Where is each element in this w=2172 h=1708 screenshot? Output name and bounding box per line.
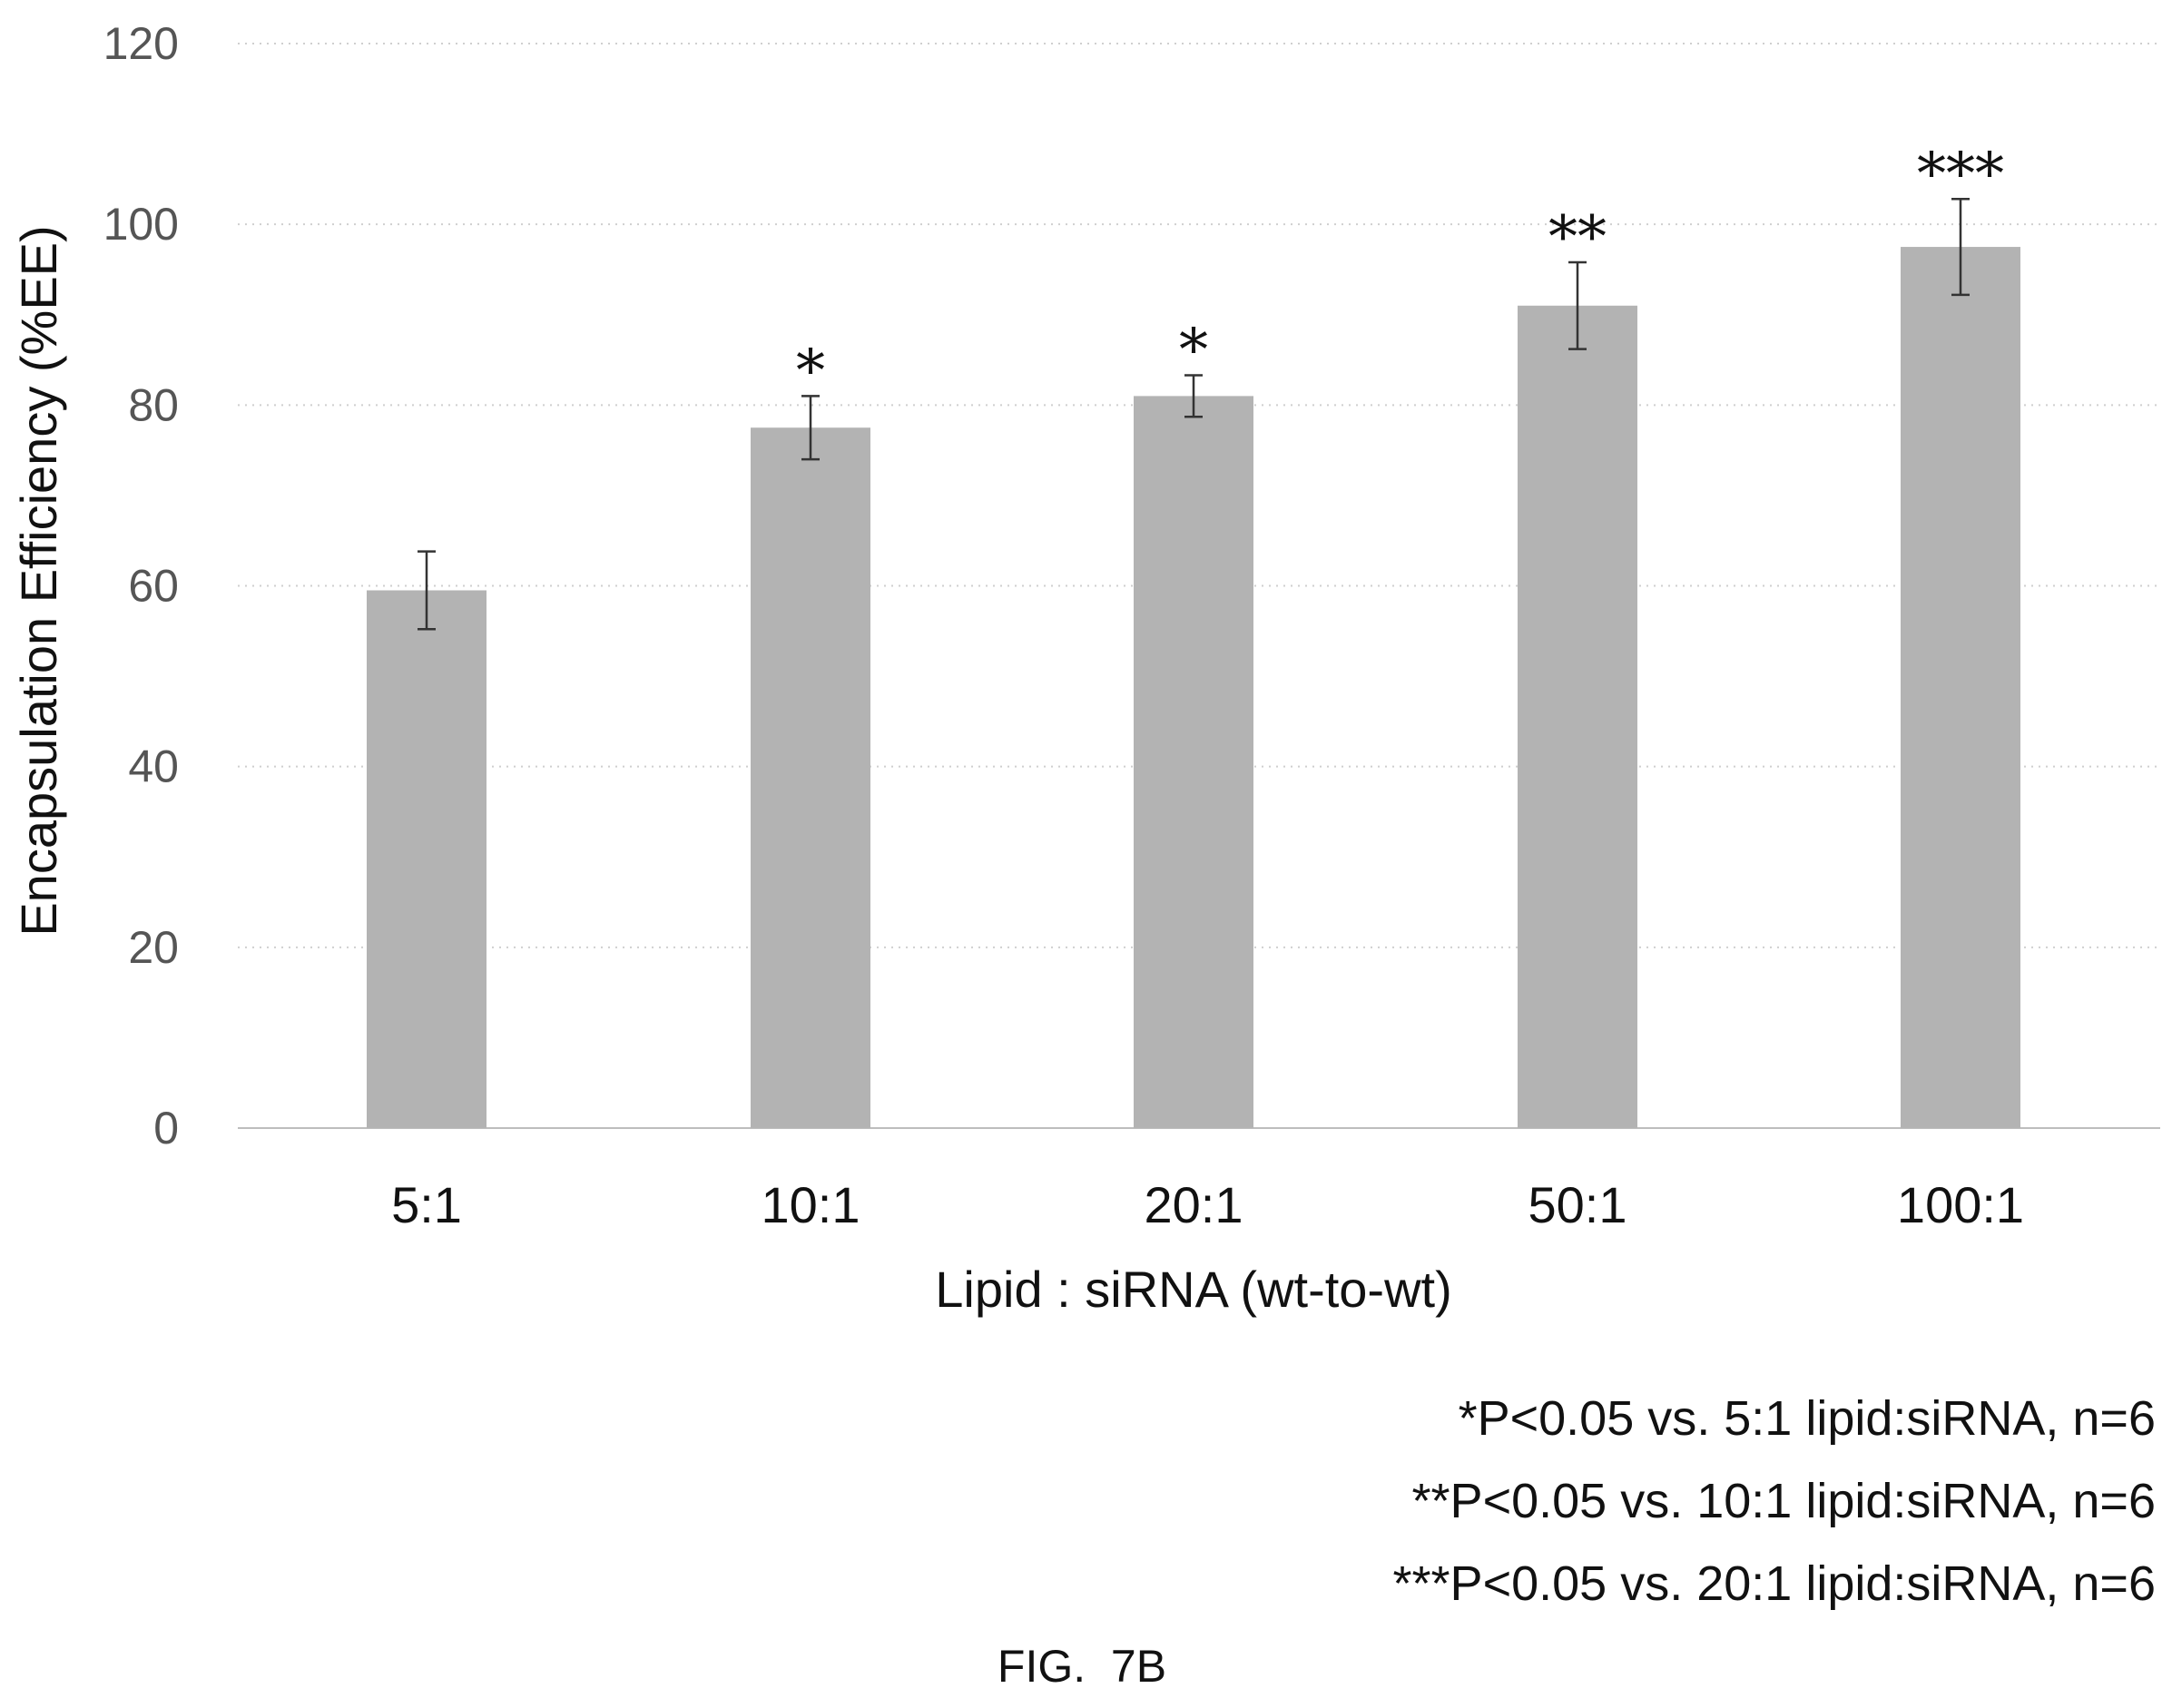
y-tick-label: 120 bbox=[103, 18, 179, 69]
y-tick-label: 20 bbox=[128, 922, 179, 973]
x-axis-category-labels: 5:1 10:1 20:1 50:1 100:1 bbox=[391, 1176, 2024, 1233]
bar bbox=[751, 427, 870, 1129]
error-bar bbox=[801, 395, 820, 461]
footnote-1: *P<0.05 vs. 5:1 lipid:siRNA, n=6 bbox=[1459, 1391, 2156, 1446]
y-tick-label: 80 bbox=[128, 379, 179, 430]
error-bar bbox=[1568, 260, 1587, 350]
significance-marker: *** bbox=[1917, 141, 2004, 208]
x-axis-title: Lipid : siRNA (wt-to-wt) bbox=[935, 1261, 1451, 1318]
error-bar bbox=[1951, 198, 1970, 297]
y-tick-label: 40 bbox=[128, 741, 179, 792]
bars bbox=[367, 247, 2020, 1129]
y-tick-label: 0 bbox=[153, 1103, 179, 1153]
figure-label: FIG. 7B bbox=[998, 1641, 1166, 1692]
x-category-label: 50:1 bbox=[1528, 1176, 1627, 1233]
y-axis-title: Encapsulation Efficiency (%EE) bbox=[10, 225, 67, 936]
error-bar bbox=[418, 550, 436, 631]
x-category-label: 20:1 bbox=[1145, 1176, 1243, 1233]
significance-markers: * ****** bbox=[796, 141, 2004, 405]
x-category-label: 10:1 bbox=[762, 1176, 860, 1233]
y-tick-label: 60 bbox=[128, 561, 179, 612]
bar bbox=[1518, 305, 1637, 1129]
x-category-label: 100:1 bbox=[1897, 1176, 2024, 1233]
x-category-label: 5:1 bbox=[391, 1176, 462, 1233]
bar bbox=[1134, 396, 1253, 1128]
y-axis-ticks: 0 20 40 60 80 100 120 bbox=[103, 18, 179, 1153]
bar bbox=[367, 590, 486, 1128]
significance-marker: * bbox=[796, 338, 825, 405]
error-bars bbox=[418, 198, 1970, 631]
footnote-3: ***P<0.05 vs. 20:1 lipid:siRNA, n=6 bbox=[1393, 1556, 2156, 1611]
bar bbox=[1901, 247, 2020, 1128]
significance-marker: * bbox=[1179, 317, 1208, 384]
significance-marker: ** bbox=[1548, 204, 1607, 271]
error-bar bbox=[1184, 374, 1203, 418]
footnote-2: **P<0.05 vs. 10:1 lipid:siRNA, n=6 bbox=[1412, 1474, 2156, 1528]
y-tick-label: 100 bbox=[103, 199, 179, 250]
